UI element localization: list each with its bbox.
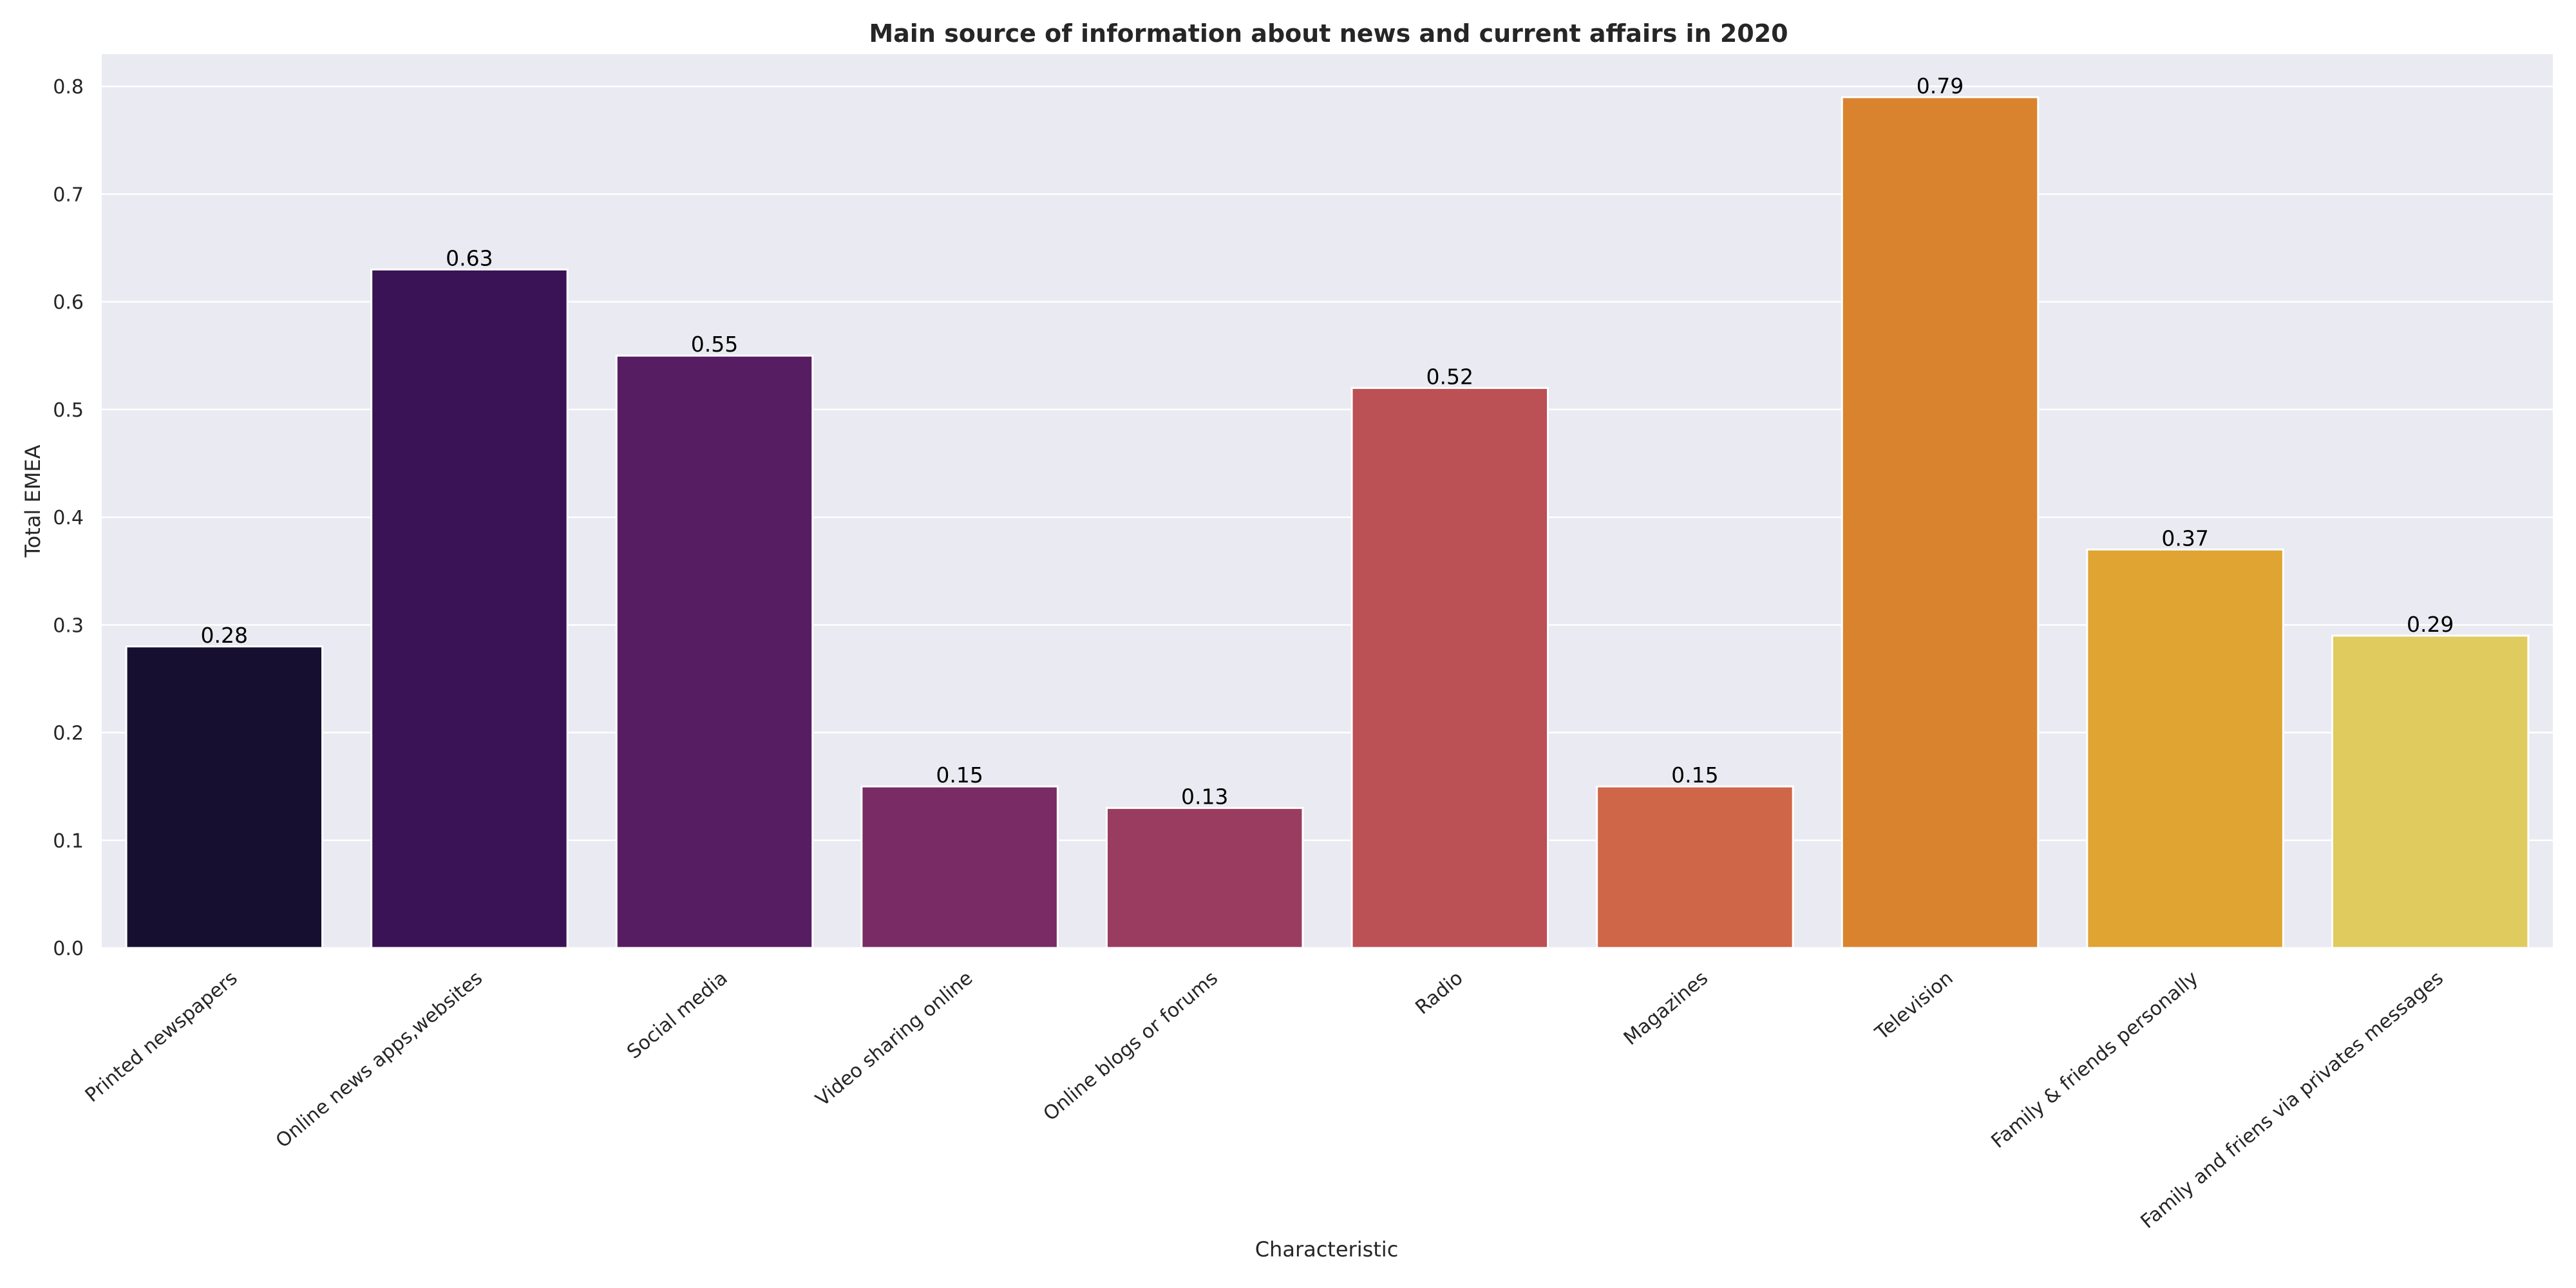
bar-value-label: 0.29 <box>2407 612 2454 637</box>
bar <box>860 785 1059 949</box>
bar <box>1596 785 1794 949</box>
y-tick-label: 0.8 <box>53 76 84 99</box>
x-axis-label: Characteristic <box>1255 1237 1399 1262</box>
bar <box>2086 548 2284 949</box>
bar-value-label: 0.28 <box>201 623 248 648</box>
bar <box>370 268 569 949</box>
y-tick-label: 0.3 <box>53 614 84 637</box>
y-axis-label: Total EMEA <box>21 444 45 558</box>
bar <box>1105 807 1304 949</box>
bar-value-label: 0.52 <box>1426 364 1473 389</box>
bar <box>1350 386 1549 949</box>
bar <box>2331 634 2530 949</box>
y-tick-label: 0.5 <box>53 399 84 422</box>
bar <box>1841 96 2040 949</box>
bar-value-label: 0.79 <box>1917 73 1964 99</box>
bar-value-label: 0.15 <box>1671 762 1718 788</box>
y-tick-label: 0.2 <box>53 723 84 745</box>
y-tick-label: 0.0 <box>53 938 84 960</box>
bar-value-label: 0.55 <box>691 332 738 357</box>
value-labels: 0.28 0.63 0.55 0.15 0.13 0.52 0.15 0.79 0.37 0.29 <box>201 73 2454 810</box>
bar-value-label: 0.15 <box>936 762 983 788</box>
chart-title: Main source of information about news an… <box>869 19 1788 48</box>
y-tick-label: 0.6 <box>53 292 84 314</box>
bars <box>125 96 2530 949</box>
y-tick-label: 0.4 <box>53 507 84 529</box>
y-tick-label: 0.7 <box>53 184 84 206</box>
bar-value-label: 0.37 <box>2161 526 2208 551</box>
y-axis-ticks: 0.0 0.1 0.2 0.3 0.4 0.5 0.6 0.7 0.8 <box>53 76 84 960</box>
bar-value-label: 0.63 <box>446 245 493 270</box>
bar <box>125 645 324 949</box>
y-tick-label: 0.1 <box>53 830 84 853</box>
bar-value-label: 0.13 <box>1181 784 1228 810</box>
bar <box>615 354 814 949</box>
